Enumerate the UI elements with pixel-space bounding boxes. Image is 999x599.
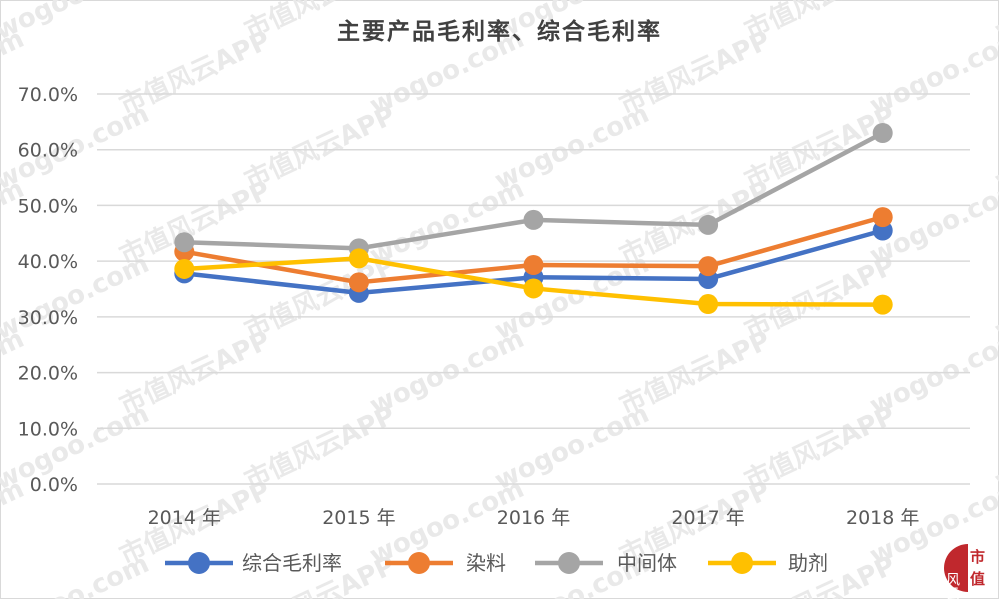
- y-tick-label: 70.0%: [18, 84, 78, 106]
- legend-item[interactable]: 中间体: [535, 551, 677, 575]
- y-tick-label: 30.0%: [18, 307, 78, 329]
- y-tick-label: 60.0%: [18, 140, 78, 162]
- logo-half-circle: [944, 544, 968, 592]
- data-point-marker[interactable]: [523, 209, 544, 230]
- data-point-marker[interactable]: [698, 256, 719, 277]
- legend-item[interactable]: 染料: [385, 551, 506, 575]
- data-point-marker[interactable]: [872, 207, 893, 228]
- y-axis: 0.0% 10.0% 20.0% 30.0% 40.0% 50.0% 60.0% 70.0%: [18, 84, 78, 496]
- data-point-marker[interactable]: [872, 123, 893, 143]
- legend-item[interactable]: 综合毛利率: [165, 551, 342, 575]
- data-point-marker[interactable]: [174, 258, 195, 279]
- watermark-text: wogoo.com: [0, 474, 29, 572]
- x-tick-label: 2017 年: [671, 507, 744, 529]
- data-point-marker[interactable]: [174, 232, 195, 253]
- legend-label: 染料: [466, 551, 506, 575]
- legend-label: 中间体: [617, 551, 677, 575]
- legend-marker-icon: [558, 552, 580, 574]
- brand-logo: 风云 市 值: [944, 544, 985, 599]
- series-中间体: [174, 123, 893, 259]
- y-tick-label: 10.0%: [18, 418, 78, 440]
- x-tick-label: 2018 年: [846, 507, 919, 529]
- data-point-marker[interactable]: [348, 248, 369, 269]
- y-tick-label: 40.0%: [18, 251, 78, 273]
- legend-marker-icon: [731, 552, 753, 574]
- x-axis: 2014 年 2015 年 2016 年 2017 年 2018 年: [148, 507, 920, 529]
- legend-label: 助剂: [788, 551, 828, 575]
- y-tick-label: 0.0%: [30, 474, 78, 496]
- data-point-marker[interactable]: [348, 272, 369, 293]
- data-point-marker[interactable]: [872, 294, 893, 315]
- legend-label: 综合毛利率: [242, 551, 342, 575]
- data-point-marker[interactable]: [698, 294, 719, 315]
- logo-text-top: 市: [970, 548, 985, 566]
- legend-marker-icon: [408, 552, 430, 574]
- legend: 综合毛利率 染料 中间体 助剂: [165, 551, 828, 575]
- x-tick-label: 2014 年: [148, 507, 221, 529]
- series-layer: [174, 123, 893, 315]
- x-tick-label: 2016 年: [497, 507, 570, 529]
- series-助剂: [174, 248, 893, 315]
- watermark-text: wogoo.com: [990, 0, 999, 46]
- legend-item[interactable]: 助剂: [708, 551, 828, 575]
- x-tick-label: 2015 年: [322, 507, 395, 529]
- legend-marker-icon: [188, 552, 210, 574]
- data-point-marker[interactable]: [523, 278, 544, 299]
- y-tick-label: 20.0%: [18, 363, 78, 385]
- data-point-marker[interactable]: [523, 255, 544, 276]
- y-tick-label: 50.0%: [18, 195, 78, 217]
- watermark-text: wogoo.com: [990, 549, 999, 599]
- logo-left-text: 风云: [944, 572, 960, 599]
- chart-title: 主要产品毛利率、综合毛利率: [337, 18, 662, 45]
- gridlines: [97, 93, 970, 485]
- logo-text-bottom: 值: [970, 570, 985, 588]
- data-point-marker[interactable]: [698, 214, 719, 235]
- watermark-text: wogoo.com: [0, 549, 154, 599]
